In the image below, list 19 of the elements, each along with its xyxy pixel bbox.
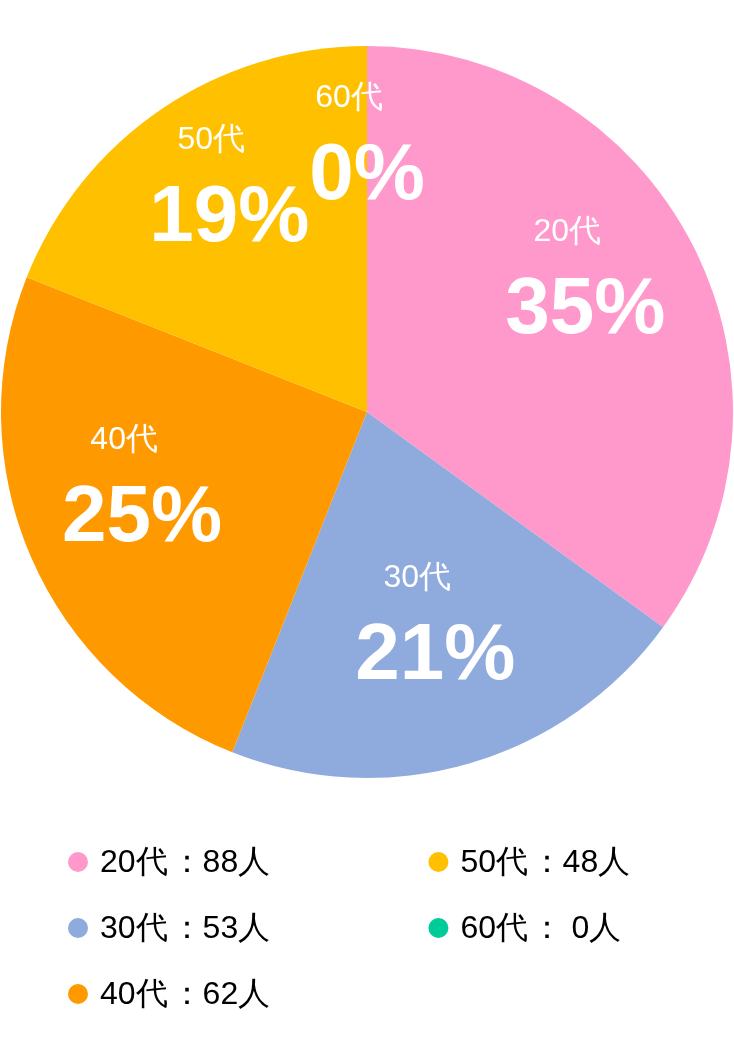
data-label: 19%: [149, 169, 310, 259]
text: ： 0人: [530, 909, 622, 945]
text: ：62人: [170, 975, 271, 1011]
slice-label: 50代: [177, 120, 246, 157]
text: ：53人: [170, 909, 271, 945]
legend-label: 60代: [460, 909, 529, 945]
slice-label: 40代: [90, 420, 158, 457]
data-label: 35%: [505, 260, 666, 350]
legend-label: 30代: [100, 909, 168, 945]
data-label: 25%: [62, 469, 223, 559]
text: ：88人: [170, 843, 271, 879]
legend-label: 20代: [100, 843, 168, 879]
text: ：48人: [530, 843, 631, 879]
data-label: 21%: [355, 607, 516, 697]
slice-label: 20代: [533, 211, 602, 248]
legend-label: 50代: [460, 843, 529, 879]
slice-label: 30代: [383, 558, 452, 595]
legend-label: 40代: [100, 975, 168, 1011]
pie-slice: [232, 412, 664, 778]
